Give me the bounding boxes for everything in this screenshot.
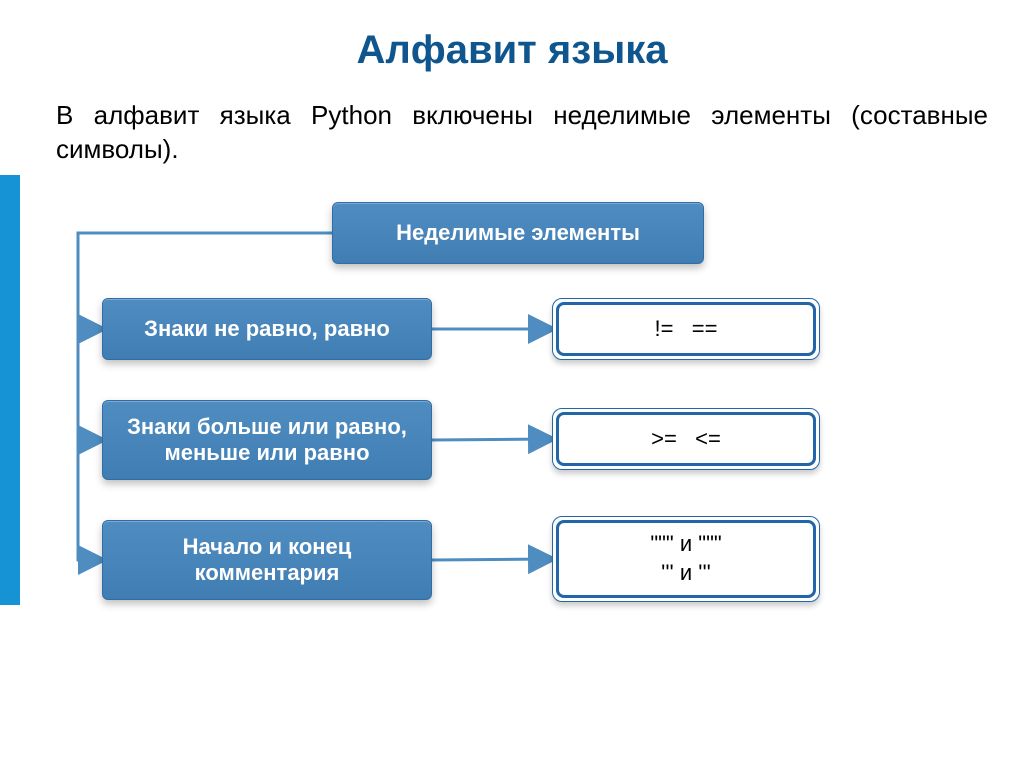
node-b1: Знаки не равно, равно [102, 298, 432, 360]
node-w3: """ и """ ''' и ''' [552, 516, 820, 602]
node-w1: != == [552, 298, 820, 360]
diagram-canvas: Неделимые элементы Знаки не равно, равно З… [60, 190, 990, 750]
edge-b2-w2 [432, 439, 552, 440]
node-b2: Знаки больше или равно, меньше или равно [102, 400, 432, 480]
edge-root-b3 [78, 233, 332, 560]
edge-b3-w3 [432, 559, 552, 560]
accent-sidebar [0, 175, 20, 605]
node-w2: >= <= [552, 408, 820, 470]
page-title: Алфавит языка [0, 0, 1024, 73]
node-b3: Начало и конец комментария [102, 520, 432, 600]
intro-paragraph: В алфавит языка Python включены неделимы… [0, 73, 1024, 167]
node-root: Неделимые элементы [332, 202, 704, 264]
